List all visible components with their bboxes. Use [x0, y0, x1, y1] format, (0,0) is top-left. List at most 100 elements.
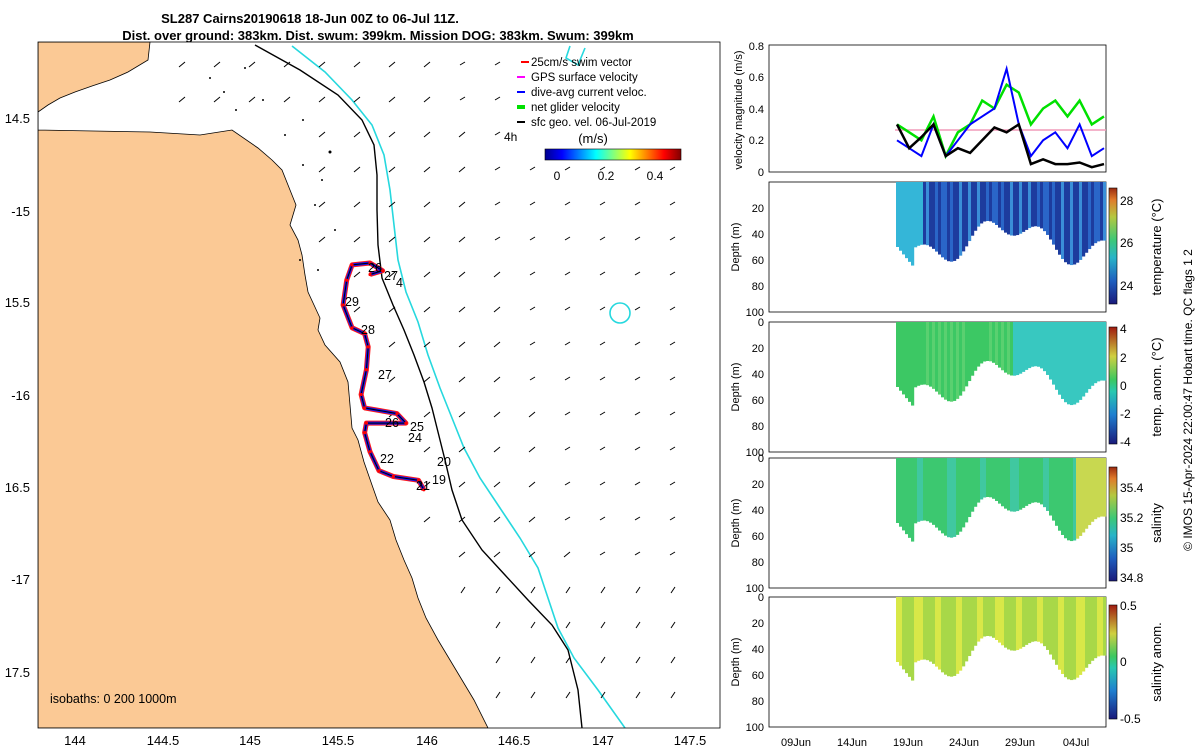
section-column: [980, 182, 984, 224]
section-column: [1061, 597, 1065, 674]
section-column: [1073, 597, 1077, 680]
section-column: [1019, 322, 1023, 374]
sal-anom-cbar-label: salinity anom.: [1149, 622, 1164, 701]
section-column: [1034, 182, 1038, 227]
geo-vector: [634, 166, 641, 171]
section-column: [1067, 458, 1071, 541]
day-label: 27: [384, 269, 398, 283]
geo-vector: [528, 516, 536, 523]
geo-vector: [388, 96, 396, 103]
geo-vector: [530, 586, 536, 594]
svg-text:80: 80: [752, 696, 764, 708]
section-column: [956, 322, 960, 399]
geo-vector: [634, 341, 641, 346]
section-column: [911, 458, 915, 542]
section-column: [953, 458, 957, 537]
section-column: [956, 182, 960, 259]
section-column: [1061, 322, 1065, 399]
temp-anom-cbar-label: temp. anom. (°C): [1149, 337, 1164, 436]
colorbar-tick: 0.4: [647, 169, 664, 183]
section-column: [1097, 597, 1101, 657]
section-column: [896, 458, 900, 523]
section-column: [953, 597, 957, 676]
geo-vector: [353, 96, 361, 103]
geo-vector: [599, 271, 606, 276]
section-column: [992, 458, 996, 499]
section-column: [1100, 597, 1104, 656]
section-column: [1043, 322, 1047, 372]
track-point: [391, 474, 395, 479]
geo-vector: [458, 376, 466, 383]
geo-vector: [565, 691, 571, 699]
section-column: [1085, 597, 1089, 668]
geo-vector: [493, 481, 501, 488]
geo-vector: [529, 341, 536, 346]
section-column: [1061, 458, 1065, 535]
section-column: [917, 182, 921, 246]
track-point: [341, 303, 345, 307]
svg-text:sfc geo. vel. 06-Jul-2019: sfc geo. vel. 06-Jul-2019: [531, 117, 656, 129]
time-tick: 19Jun: [893, 737, 923, 749]
section-column: [938, 182, 942, 255]
section-column: [944, 458, 948, 536]
time-tick: 29Jun: [1005, 737, 1035, 749]
track-point: [350, 326, 354, 330]
svg-text:0: 0: [1120, 379, 1127, 393]
section-column: [1055, 322, 1059, 390]
section-column: [908, 322, 912, 402]
section-column: [1013, 322, 1017, 376]
section-column: [998, 322, 1002, 368]
geo-vector: [529, 306, 536, 311]
geo-vector: [458, 166, 466, 173]
section-column: [896, 182, 900, 247]
section-column: [1016, 182, 1020, 236]
geo-vector: [600, 586, 606, 594]
section-column: [941, 597, 945, 673]
section-column: [1025, 597, 1029, 645]
section-column: [1058, 458, 1062, 531]
section-column: [1094, 322, 1098, 384]
figure-title-line2: Dist. over ground: 383km. Dist. swum: 39…: [122, 28, 634, 43]
geo-vector: [353, 166, 361, 173]
section-column: [1097, 458, 1101, 518]
geo-vector: [529, 166, 536, 171]
svg-text:40: 40: [752, 229, 764, 241]
section-column: [917, 458, 921, 522]
section-column: [974, 458, 978, 507]
tick: 0.8: [749, 41, 764, 53]
lon-tick: 144.5: [147, 733, 180, 748]
section-column: [1088, 182, 1092, 250]
geo-vector: [669, 166, 676, 171]
section-column: [1097, 322, 1101, 382]
salinity-panel: 0 20 40 60 80 100 Depth (m) 35.4 35.2 35…: [730, 453, 1164, 595]
section-column: [1100, 458, 1104, 517]
section-column: [905, 597, 909, 674]
section-column: [1070, 182, 1074, 266]
geo-vector: [458, 481, 466, 488]
depth-ticks: 0 20 40 60 80 100: [746, 317, 764, 459]
map-colorbar: [544, 148, 682, 161]
day-label: 21: [416, 479, 430, 493]
section-column: [992, 322, 996, 363]
section-column: [1013, 597, 1017, 651]
section-column: [929, 458, 933, 523]
section-column: [1088, 322, 1092, 390]
section-column: [899, 458, 903, 527]
section-column: [1091, 322, 1095, 386]
section-column: [995, 322, 999, 366]
section-column: [1076, 597, 1080, 678]
lat-tick: 17.5: [5, 665, 30, 680]
geo-vector: [388, 236, 396, 243]
geo-vector: [669, 551, 676, 556]
section-column: [1088, 458, 1092, 526]
colorbar-units: (m/s): [578, 131, 608, 146]
section-column: [992, 182, 996, 223]
velocity-line-0: [896, 82, 1105, 160]
section-column: [947, 458, 951, 538]
geo-vector: [599, 551, 606, 556]
credit-text: © IMOS 15-Apr-2024 22:00:47 Hobart time.…: [1181, 249, 1195, 551]
geo-vector: [353, 131, 361, 138]
section-column: [923, 322, 927, 385]
section-column: [914, 322, 918, 388]
section-column: [941, 322, 945, 398]
